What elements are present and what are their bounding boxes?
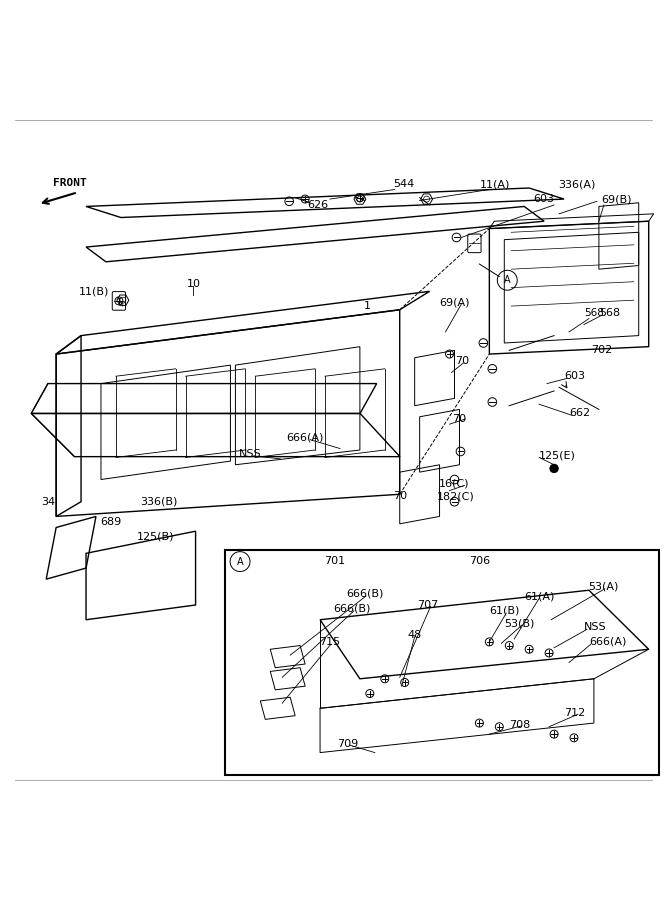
Text: 125(E): 125(E) xyxy=(539,450,576,460)
Text: 689: 689 xyxy=(100,518,121,527)
Text: 70: 70 xyxy=(393,491,407,501)
Text: 16(C): 16(C) xyxy=(440,478,470,488)
Text: A: A xyxy=(237,556,243,567)
Text: 568: 568 xyxy=(599,309,620,319)
Text: 70: 70 xyxy=(452,414,466,424)
Text: 61(B): 61(B) xyxy=(489,606,520,616)
Text: 10: 10 xyxy=(187,279,201,289)
Text: NSS: NSS xyxy=(584,622,606,632)
Text: 709: 709 xyxy=(338,739,359,749)
Text: 70: 70 xyxy=(456,356,470,366)
Text: 61(A): 61(A) xyxy=(524,591,554,601)
Text: 69(B): 69(B) xyxy=(602,194,632,204)
Text: NSS: NSS xyxy=(239,449,261,459)
Text: 706: 706 xyxy=(469,555,490,566)
Text: 125(B): 125(B) xyxy=(137,531,175,541)
Text: 336(A): 336(A) xyxy=(558,179,596,189)
Text: 666(A): 666(A) xyxy=(286,433,323,443)
Text: FRONT: FRONT xyxy=(53,177,86,187)
Text: 544: 544 xyxy=(393,179,414,189)
Text: 701: 701 xyxy=(324,555,346,566)
Text: 48: 48 xyxy=(408,629,422,640)
Text: 53(B): 53(B) xyxy=(504,618,534,628)
Text: 11(B): 11(B) xyxy=(79,286,109,296)
Text: A: A xyxy=(504,275,510,285)
Text: 708: 708 xyxy=(509,719,530,730)
Text: 662: 662 xyxy=(569,408,590,418)
Text: 702: 702 xyxy=(591,346,612,356)
Text: 666(B): 666(B) xyxy=(346,589,384,598)
Text: 11(A): 11(A) xyxy=(480,179,510,189)
Circle shape xyxy=(550,464,558,473)
Text: 626: 626 xyxy=(307,200,329,210)
Text: 69(A): 69(A) xyxy=(440,297,470,308)
Text: 715: 715 xyxy=(319,637,341,647)
Text: 1: 1 xyxy=(364,302,370,311)
Text: 53(A): 53(A) xyxy=(589,581,619,591)
Text: 603: 603 xyxy=(564,371,585,382)
Text: 666(A): 666(A) xyxy=(589,637,626,647)
Text: 182(C): 182(C) xyxy=(437,491,474,501)
Text: 603: 603 xyxy=(534,194,555,204)
Text: 666(B): 666(B) xyxy=(334,604,371,614)
Text: 568: 568 xyxy=(584,309,604,319)
Text: 336(B): 336(B) xyxy=(140,497,177,507)
Text: 712: 712 xyxy=(564,707,586,717)
Text: 34: 34 xyxy=(41,497,55,507)
Text: 707: 707 xyxy=(417,600,438,610)
Bar xyxy=(225,550,658,775)
